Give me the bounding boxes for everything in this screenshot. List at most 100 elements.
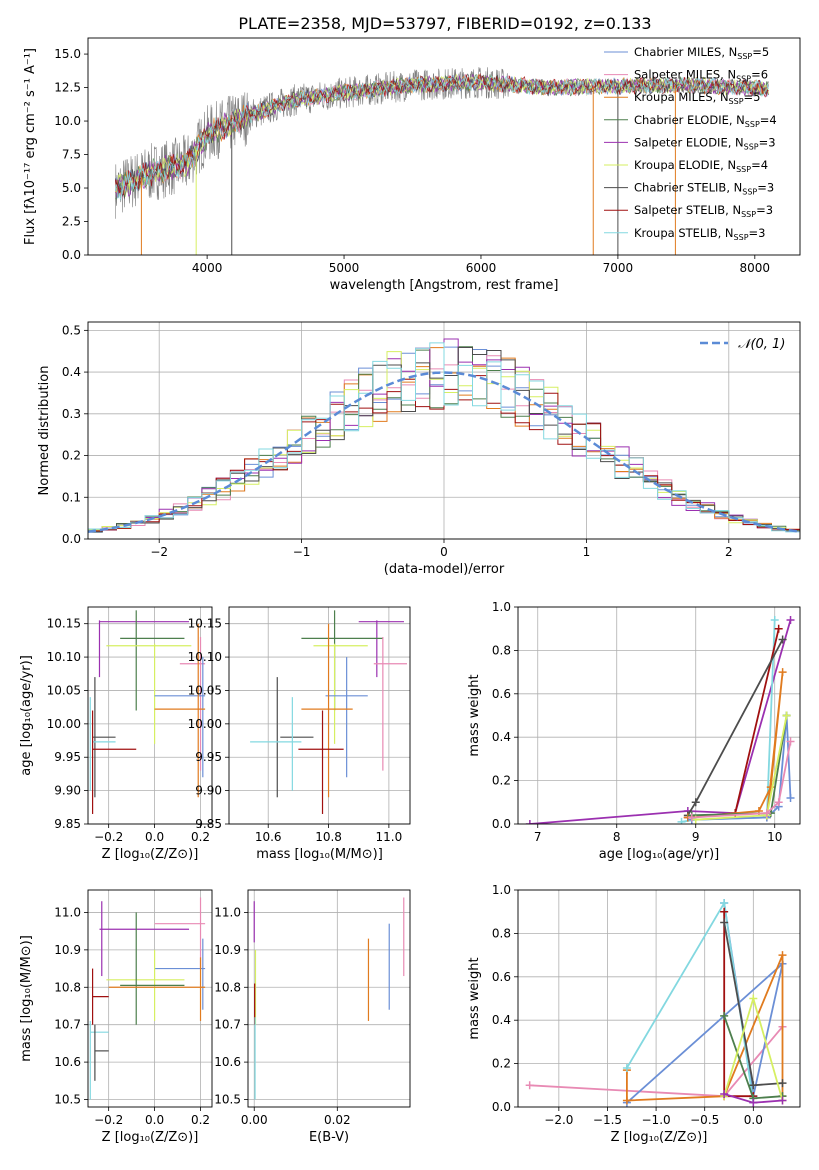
x-tick-label: 6000 (466, 261, 497, 275)
panel-spectrum: 4000 5000 6000 7000 8000 0.0 2.5 5.0 7.5 10.0 12.5… (23, 37, 801, 293)
y-tick-label: 0.4 (492, 730, 511, 744)
plot-area (89, 610, 206, 814)
grid (248, 890, 410, 1107)
x-tick-label: 0.0 (145, 1113, 164, 1127)
model-spectrum-line (115, 72, 769, 196)
x-tick-label: 0.2 (191, 1113, 210, 1127)
weight-marker (770, 616, 779, 625)
panel-weight_vs_Z: −2.0 −1.5 −1.0 −0.5 0.0 0.0 0.2 0.4 0.6 0.8 1.0 Z [… (467, 883, 801, 1145)
x-tick-label: 0 (440, 545, 448, 559)
weight-marker (525, 1081, 534, 1090)
y-tick-label: 10.15 (188, 617, 222, 631)
axes-frame (87, 37, 801, 256)
y-tick-label: 10.5 (214, 1093, 241, 1107)
y-tick-label: 0.3 (62, 407, 81, 421)
y-tick-label: 10.00 (47, 717, 81, 731)
y-tick-label: 9.95 (195, 750, 222, 764)
spectrum-legend: Chabrier MILES, NSSP=5 Salpeter MILES, NS… (604, 45, 777, 242)
weight-marker (677, 817, 686, 824)
weight-line (691, 741, 792, 819)
x-axis-label: wavelength [Angstrom, rest frame] (330, 278, 559, 293)
y-axis-label: age [log₁₀(age/yr)] (19, 655, 34, 776)
y-tick-label: 1.0 (492, 600, 511, 614)
weight-marker (778, 668, 787, 677)
y-axis-label: mass [log₁₀(M/M⊙)] (19, 935, 34, 1062)
legend-label: Salpeter MILES, NSSP=6 (634, 68, 768, 84)
axes-frame (517, 889, 801, 1108)
x-tick-label: 7000 (603, 261, 634, 275)
grid (88, 607, 212, 825)
y-tick-label: 15.0 (54, 47, 81, 61)
weight-marker (720, 899, 729, 908)
x-tick-label: 0.2 (191, 830, 210, 844)
x-tick-label: 1 (583, 545, 591, 559)
y-tick-label: 10.10 (47, 650, 81, 664)
y-tick-label: 2.5 (62, 215, 81, 229)
x-tick-label: −2 (150, 545, 168, 559)
x-tick-label: 9 (692, 830, 700, 844)
y-tick-label: 7.5 (62, 148, 81, 162)
weight-marker (622, 1063, 631, 1072)
y-tick-label: 10.6 (54, 1055, 81, 1069)
plot-area (88, 338, 800, 535)
x-tick-label: 10 (767, 830, 782, 844)
legend-label: Chabrier ELODIE, NSSP=4 (634, 113, 777, 129)
x-tick-label: 10.8 (315, 830, 342, 844)
x-axis-label: (data-model)/error (384, 562, 505, 577)
gaussian-legend: 𝒩(0, 1) (700, 337, 785, 352)
weight-marker (749, 1098, 758, 1107)
panel-residuals: −2 −1 0 1 2 0.0 0.1 0.2 0.3 0.4 0.5 (data-model)/er… (37, 321, 801, 577)
y-tick-label: 9.85 (195, 817, 222, 831)
x-tick-label: −0.5 (690, 1113, 719, 1127)
legend-label: Chabrier MILES, NSSP=5 (634, 45, 769, 61)
x-tick-label: 0.0 (744, 1113, 763, 1127)
y-tick-label: 9.90 (195, 784, 222, 798)
weight-marker (762, 809, 771, 818)
y-tick-label: 0.6 (492, 970, 511, 984)
plot-area (525, 899, 787, 1107)
x-tick-label: −1.5 (593, 1113, 622, 1127)
model-spectrum-line (115, 75, 769, 201)
x-tick-label: 11.0 (376, 830, 403, 844)
x-axis-label: mass [log₁₀(M/M⊙)] (256, 847, 383, 862)
y-tick-label: 10.5 (54, 1093, 81, 1107)
x-tick-label: −2.0 (544, 1113, 573, 1127)
y-axis-label: Flux [fλ10⁻¹⁷ erg cm⁻² s⁻¹ A⁻¹] (23, 48, 38, 245)
y-tick-label: 0.0 (62, 532, 81, 546)
legend-label: Salpeter ELODIE, NSSP=3 (634, 135, 776, 151)
plot-area (525, 616, 795, 824)
y-tick-label: 10.7 (54, 1018, 81, 1032)
weight-line (687, 628, 780, 819)
gaussian-curve (88, 371, 798, 533)
y-tick-label: 0.0 (492, 817, 511, 831)
y-tick-label: 10.8 (214, 980, 241, 994)
weight-marker (720, 1089, 729, 1098)
x-tick-label: 8 (613, 830, 621, 844)
y-tick-label: 0.8 (492, 643, 511, 657)
y-axis-label: Normed distribution (37, 366, 52, 496)
legend-label: Salpeter STELIB, NSSP=3 (634, 203, 773, 219)
y-tick-label: 10.05 (47, 683, 81, 697)
weight-marker (786, 616, 795, 625)
x-tick-label: 2 (725, 545, 733, 559)
y-tick-label: 10.15 (47, 617, 81, 631)
y-tick-label: 10.8 (54, 980, 81, 994)
panel-age_vs_Z: −0.2 0.0 0.2 9.85 9.90 9.95 10.00 10.05 10.10 10.… (19, 606, 213, 862)
weight-marker (525, 820, 534, 824)
axes-frame (87, 321, 801, 540)
y-tick-label: 0.2 (492, 1057, 511, 1071)
weight-marker (691, 798, 700, 807)
x-tick-label: 0.0 (145, 830, 164, 844)
x-tick-label: −1.0 (642, 1113, 671, 1127)
weight-marker (720, 918, 729, 927)
weight-line (529, 619, 792, 824)
residual-histogram (88, 342, 800, 534)
y-tick-label: 10.6 (214, 1055, 241, 1069)
y-tick-label: 12.5 (54, 81, 81, 95)
y-tick-label: 0.2 (492, 774, 511, 788)
x-tick-label: 5000 (329, 261, 360, 275)
x-tick-label: 8000 (740, 261, 771, 275)
weight-marker (778, 635, 787, 644)
weight-marker (687, 813, 696, 822)
